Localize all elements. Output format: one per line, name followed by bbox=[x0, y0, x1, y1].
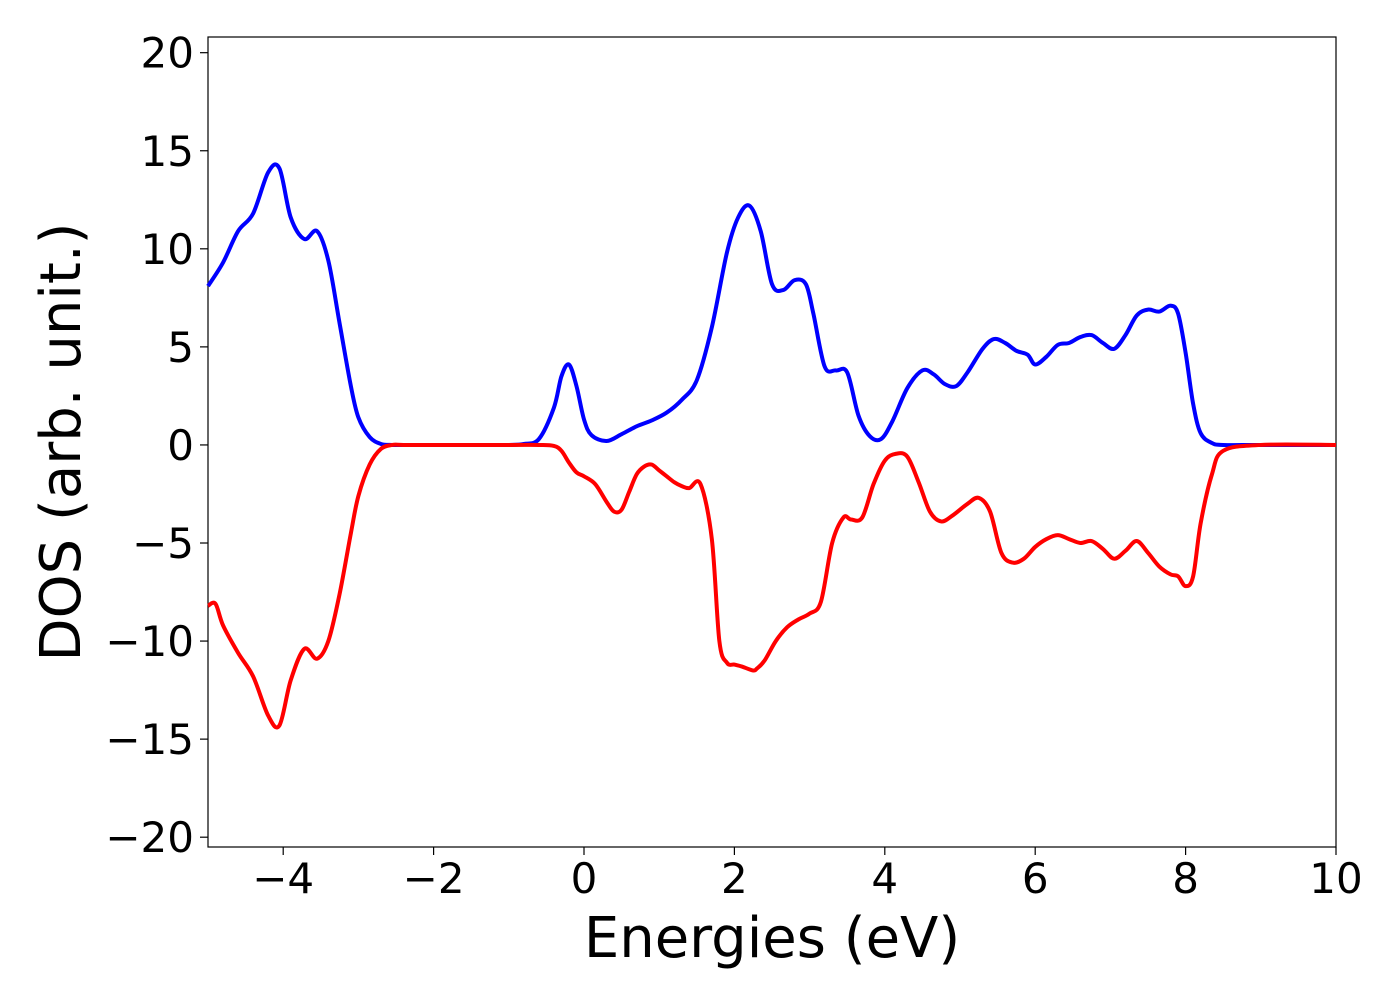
y-tick-label: −10 bbox=[105, 617, 194, 666]
y-axis-label: DOS (arb. unit.) bbox=[29, 222, 94, 661]
y-axis-ticks: 20 15 10 5 0 −5 −10 −15 −20 bbox=[105, 29, 208, 862]
y-tick-label: −20 bbox=[105, 813, 194, 862]
x-tick-label: 8 bbox=[1172, 854, 1199, 903]
x-tick-label: −4 bbox=[252, 854, 314, 903]
x-tick-label: 0 bbox=[571, 854, 598, 903]
x-axis-label: Energies (eV) bbox=[584, 906, 960, 971]
y-tick-label: 15 bbox=[141, 127, 194, 176]
x-tick-label: 4 bbox=[871, 854, 898, 903]
y-tick-label: 0 bbox=[167, 421, 194, 470]
y-tick-label: 5 bbox=[167, 323, 194, 372]
x-axis-ticks: −4 −2 0 2 4 6 8 10 bbox=[252, 847, 1363, 903]
y-tick-label: −15 bbox=[105, 715, 194, 764]
x-tick-label: 2 bbox=[721, 854, 748, 903]
series-layer bbox=[206, 162, 1337, 730]
y-tick-label: 20 bbox=[141, 29, 194, 78]
plot-area bbox=[207, 36, 1337, 848]
y-tick-label: −5 bbox=[132, 519, 194, 568]
series-line-1 bbox=[206, 162, 1336, 448]
x-tick-label: 10 bbox=[1309, 854, 1362, 903]
y-tick-label: 10 bbox=[141, 225, 194, 274]
series-line-2 bbox=[207, 442, 1337, 730]
x-tick-label: −2 bbox=[403, 854, 465, 903]
x-tick-label: 6 bbox=[1022, 854, 1049, 903]
